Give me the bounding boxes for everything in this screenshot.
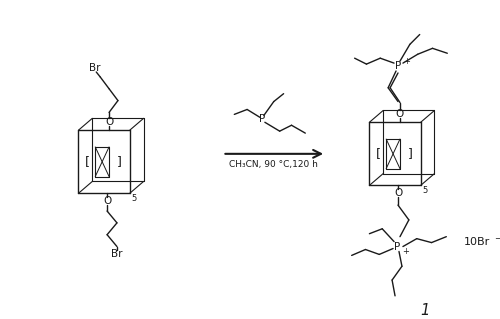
Text: −: −	[494, 234, 500, 243]
Text: 5: 5	[132, 194, 137, 203]
Text: +: +	[404, 57, 410, 66]
Text: [: [	[376, 147, 381, 160]
Text: ]: ]	[408, 147, 412, 160]
Text: 1: 1	[420, 303, 430, 318]
Text: Br: Br	[111, 249, 122, 259]
Text: +: +	[402, 247, 409, 256]
Text: ]: ]	[116, 155, 121, 168]
Text: P: P	[394, 241, 400, 252]
Text: CH₃CN, 90 °C,120 h: CH₃CN, 90 °C,120 h	[230, 160, 318, 169]
Text: O: O	[105, 117, 113, 127]
Text: Br: Br	[88, 63, 100, 73]
Text: O: O	[394, 188, 402, 198]
Text: O: O	[396, 109, 404, 119]
Text: 5: 5	[422, 186, 428, 195]
Text: P: P	[395, 61, 401, 71]
Text: P: P	[259, 114, 265, 124]
Text: 10Br: 10Br	[464, 237, 490, 247]
Text: [: [	[85, 155, 90, 168]
Text: O: O	[103, 196, 111, 206]
